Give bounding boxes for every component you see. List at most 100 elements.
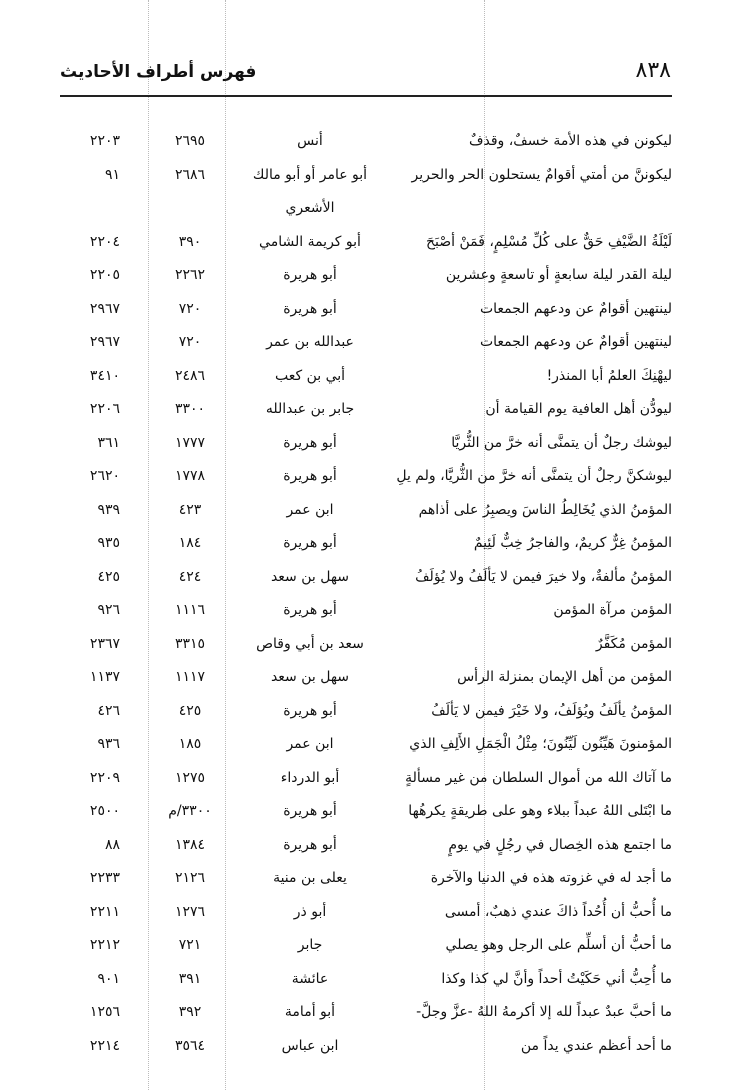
index-row: ما أجد له في غزوته هذه في الدنيا والآخرة… xyxy=(0,864,755,898)
index-row: ما آتاك الله من أموال السلطان من غير مسأ… xyxy=(0,764,755,798)
hadith-text: ما ابْتَلى اللهُ عبداً ببلاء وهو على طري… xyxy=(408,803,672,819)
index-row: ليلة القدر ليلة سابعةٍ أو تاسعةٍ وعشرين أ… xyxy=(0,261,755,295)
reference-number: ٧٢٠ xyxy=(178,300,202,317)
narrator-name: أبو هريرة xyxy=(283,535,337,551)
narrator-name: سهل بن سعد xyxy=(270,669,350,685)
reference-number: ١٣٨٤ xyxy=(174,836,206,853)
hadith-text: المؤمنونَ هَيِّنُون لَيِّنُونَ؛ مِثْلُ ا… xyxy=(409,736,672,752)
page-reference: ١١٣٧ xyxy=(89,669,120,685)
scan-guide-line xyxy=(148,0,149,1090)
reference-number: ١٢٧٥ xyxy=(174,769,206,786)
narrator-name: أبو هريرة xyxy=(283,267,337,283)
hadith-text: ليوشك رجلٌ أن يتمنَّى أنه خرَّ من الثُّر… xyxy=(451,434,672,451)
index-row: لينتهين أقوامٌ عن ودعهم الجمعات أبو هريرة… xyxy=(0,295,755,329)
hadith-text: ما أحبُّ أن أسلِّم على الرجل وهو يصلي xyxy=(445,937,672,953)
index-row: ليهْنِكَ العلمُ أبا المنذر! أبي بن كعب ٢٤٨… xyxy=(0,362,755,396)
index-row: المؤمن مرآة المؤمن أبو هريرة ١١١٦ ٩٢٦ xyxy=(0,596,755,630)
narrator-name: الأشعري xyxy=(285,200,335,216)
narrator-name: أبو كريمة الشامي xyxy=(259,233,361,250)
hadith-text: المؤمنُ يألَفُ ويُؤلَفُ، ولا خَيْرَ فيمن… xyxy=(431,702,672,719)
reference-number: ٣٣١٥ xyxy=(174,635,206,652)
hadith-text: ما أحبَّ عبدٌ عبداً لله إلا أكرمهُ اللهُ… xyxy=(416,1004,672,1020)
reference-number: ١٢٧٦ xyxy=(174,903,206,920)
reference-number: ٣٩١ xyxy=(178,970,202,987)
page-reference: ٢٢٠٣ xyxy=(89,133,120,149)
hadith-text: المؤمنُ الذي يُخَالِطُ الناسَ ويصبِرُ عل… xyxy=(418,501,672,518)
page-reference: ٢٢٠٤ xyxy=(89,233,120,250)
page-reference: ٢٢٠٥ xyxy=(89,267,120,283)
index-row: ليوشكنَّ رجلٌ أن يتمنَّى أنه خرَّ من الث… xyxy=(0,462,755,496)
index-row: ما اجتمع هذه الخِصال في رجُلٍ في يومٍ أبو… xyxy=(0,831,755,865)
reference-number: ٣٩٠ xyxy=(178,233,202,250)
narrator-name: سعد بن أبي وقاص xyxy=(256,635,364,652)
page-reference: ٩٢٦ xyxy=(97,602,120,618)
hadith-text: ليكونن في هذه الأمة خسفٌ، وقذفٌ xyxy=(468,133,672,149)
narrator-name: عبدالله بن عمر xyxy=(266,334,354,350)
page-reference: ٢٥٠٠ xyxy=(89,803,120,819)
page-reference: ٩١ xyxy=(104,166,120,183)
narrator-name: أنس xyxy=(297,133,323,149)
hadith-text: المؤمنُ مألفةٌ، ولا خيرَ فيمن لا يَألَفُ… xyxy=(415,568,672,585)
narrator-name: أبو هريرة xyxy=(283,803,337,819)
narrator-name: أبو ذر xyxy=(293,903,327,920)
reference-number: ٢٦٨٦ xyxy=(174,166,206,183)
hadith-text: ما آتاك الله من أموال السلطان من غير مسأ… xyxy=(405,769,672,786)
index-row: المؤمن من أهل الإيمان بمنزلة الرأس سهل بن… xyxy=(0,663,755,697)
index-row: المؤمنُ مألفةٌ، ولا خيرَ فيمن لا يَألَفُ… xyxy=(0,563,755,597)
reference-number: ٣٣٠٠/م xyxy=(168,803,212,819)
hadith-text: ليودُّن أهل العافية يوم القيامة أن xyxy=(485,401,672,417)
reference-number: ٣٩٢ xyxy=(178,1004,202,1020)
reference-number: ١٧٧٧ xyxy=(174,434,206,451)
hadith-text: ليوشكنَّ رجلٌ أن يتمنَّى أنه خرَّ من الث… xyxy=(396,468,672,484)
narrator-name: ابن عباس xyxy=(281,1037,339,1054)
hadith-text: لينتهين أقوامٌ عن ودعهم الجمعات xyxy=(479,300,672,317)
narrator-name: ابن عمر xyxy=(286,736,334,752)
page-reference: ٨٨ xyxy=(104,836,120,853)
hadith-text: ليكوننَّ من أمتي أقوامٌ يستحلون الحر وال… xyxy=(411,166,672,183)
hadith-text: ما أحد أعظم عندي يداً من xyxy=(520,1037,672,1054)
index-row: ما ابْتَلى اللهُ عبداً ببلاء وهو على طري… xyxy=(0,797,755,831)
index-row: المؤمنُ يألَفُ ويُؤلَفُ، ولا خَيْرَ فيمن… xyxy=(0,697,755,731)
reference-number: ٣٣٠٠ xyxy=(174,401,206,417)
narrator-name: أبو هريرة xyxy=(283,836,337,853)
page-reference: ٢٦٢٠ xyxy=(89,468,120,484)
hadith-text: ما أُحبُّ أن أُحُداً ذاكَ عندي ذهبٌ، أمس… xyxy=(444,903,672,920)
reference-number: ٤٢٥ xyxy=(178,702,202,719)
narrator-name: سهل بن سعد xyxy=(270,568,350,585)
index-row: ما أُحِبُّ أني حَكَيْتُ أحداً وأنَّ لي ك… xyxy=(0,965,755,999)
narrator-name: عائشة xyxy=(291,970,329,987)
index-row: ليودُّن أهل العافية يوم القيامة أن جابر ب… xyxy=(0,395,755,429)
narrator-name: ابن عمر xyxy=(286,501,334,518)
narrator-name: يعلى بن منية xyxy=(273,870,347,886)
narrator-name: أبي بن كعب xyxy=(274,367,346,384)
page-reference: ١٢٥٦ xyxy=(89,1004,120,1020)
index-row: ليكوننَّ من أمتي أقوامٌ يستحلون الحر وال… xyxy=(0,161,755,195)
index-row: لينتهين أقوامٌ عن ودعهم الجمعات عبدالله ب… xyxy=(0,328,755,362)
narrator-name: أبو هريرة xyxy=(283,300,337,317)
hadith-index-list: ليكونن في هذه الأمة خسفٌ، وقذفٌ أنس ٢٦٩٥ ٢٢… xyxy=(0,127,755,1065)
header-rule xyxy=(60,95,672,97)
page-reference: ٩٣٥ xyxy=(97,535,120,551)
index-row: المؤمنونَ هَيِّنُون لَيِّنُونَ؛ مِثْلُ ا… xyxy=(0,730,755,764)
narrator-name: جابر بن عبدالله xyxy=(265,401,355,417)
reference-number: ١١١٦ xyxy=(174,602,206,618)
reference-number: ٤٢٤ xyxy=(178,568,202,585)
hadith-text: ما اجتمع هذه الخِصال في رجُلٍ في يومٍ xyxy=(448,836,672,853)
page-reference: ٢٩٦٧ xyxy=(89,300,120,317)
reference-number: ٢٢٦٢ xyxy=(174,267,206,283)
hadith-text: ليهْنِكَ العلمُ أبا المنذر! xyxy=(546,367,672,384)
reference-number: ١٨٥ xyxy=(178,736,202,752)
index-row: ما أحبَّ عبدٌ عبداً لله إلا أكرمهُ اللهُ… xyxy=(0,998,755,1032)
scan-guide-line xyxy=(484,0,485,1090)
reference-number: ٧٢٠ xyxy=(178,334,202,350)
page-reference: ٢٢١١ xyxy=(89,903,120,920)
scan-guide-line xyxy=(225,0,226,1090)
reference-number: ٣٥٦٤ xyxy=(174,1037,206,1054)
hadith-text: المؤمن مُكَفَّرٌ xyxy=(595,635,672,652)
index-row: ليوشك رجلٌ أن يتمنَّى أنه خرَّ من الثُّر… xyxy=(0,429,755,463)
hadith-text: ما أُحِبُّ أني حَكَيْتُ أحداً وأنَّ لي ك… xyxy=(441,970,672,987)
narrator-name: أبو عامر أو أبو مالك xyxy=(252,166,368,183)
hadith-text: ما أجد له في غزوته هذه في الدنيا والآخرة xyxy=(430,870,672,886)
reference-number: ١٧٧٨ xyxy=(174,468,206,484)
narrator-name: أبو هريرة xyxy=(283,702,337,719)
